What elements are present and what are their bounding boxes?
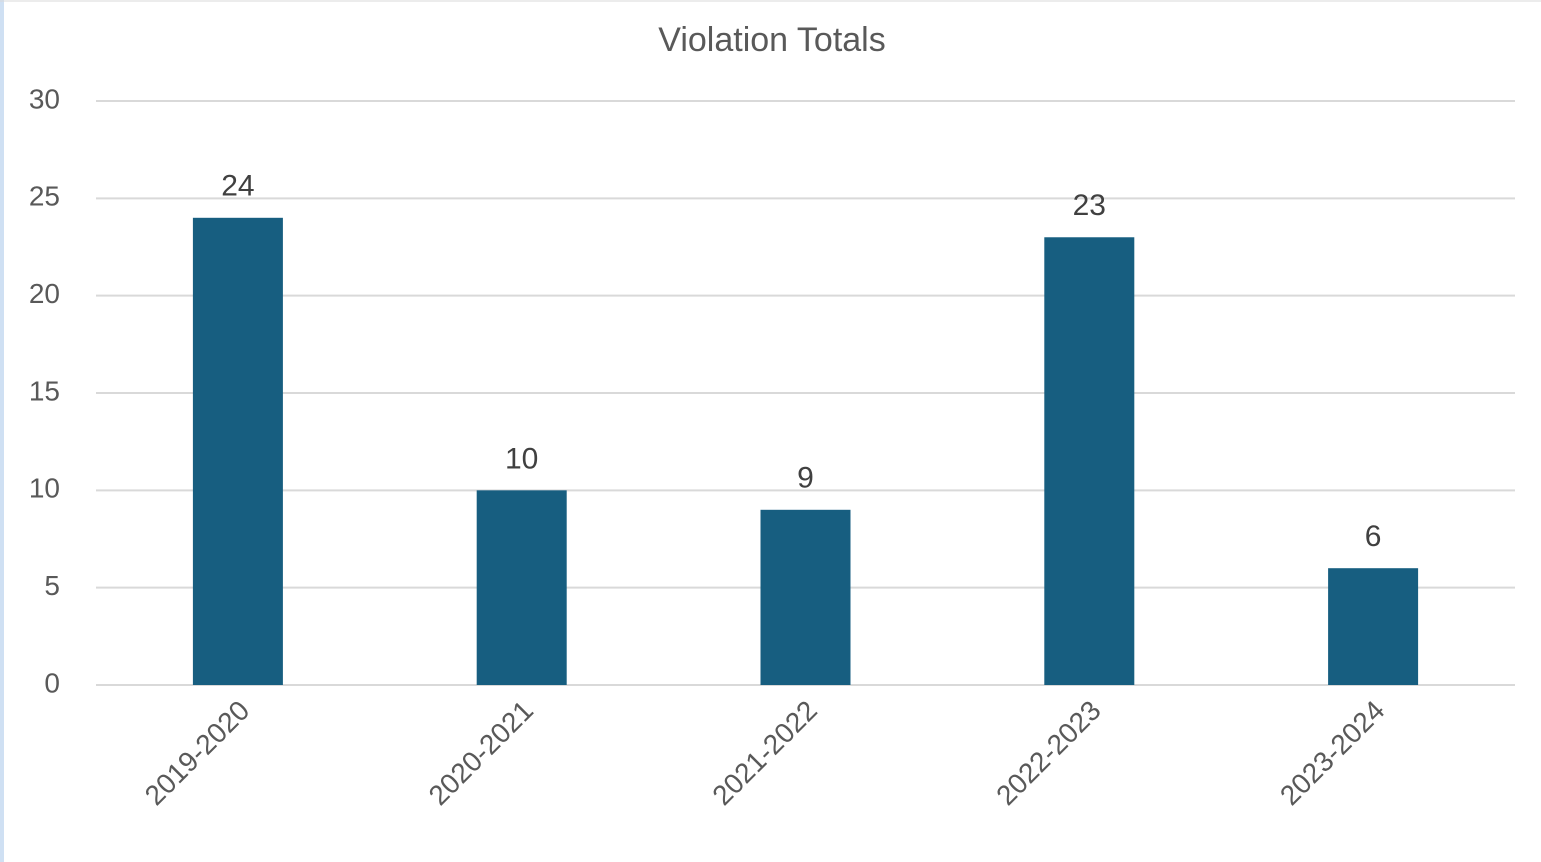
y-tick-label: 0 <box>44 667 60 698</box>
data-label: 9 <box>797 462 814 495</box>
bar <box>192 217 283 686</box>
data-label: 10 <box>505 442 538 475</box>
y-tick-label: 5 <box>44 570 60 601</box>
data-label: 24 <box>221 170 254 203</box>
y-tick-label: 20 <box>29 278 60 309</box>
bar <box>476 490 567 685</box>
chart-title: Violation Totals <box>658 21 885 59</box>
y-tick-label: 30 <box>29 83 60 114</box>
bar <box>1044 237 1135 685</box>
left-border <box>0 0 4 862</box>
y-tick-label: 15 <box>29 375 60 406</box>
y-tick-label: 10 <box>29 473 60 504</box>
data-label: 23 <box>1073 189 1106 222</box>
bar <box>760 509 851 685</box>
data-label: 6 <box>1365 520 1382 553</box>
y-tick-label: 25 <box>29 181 60 212</box>
bar <box>1328 568 1419 685</box>
